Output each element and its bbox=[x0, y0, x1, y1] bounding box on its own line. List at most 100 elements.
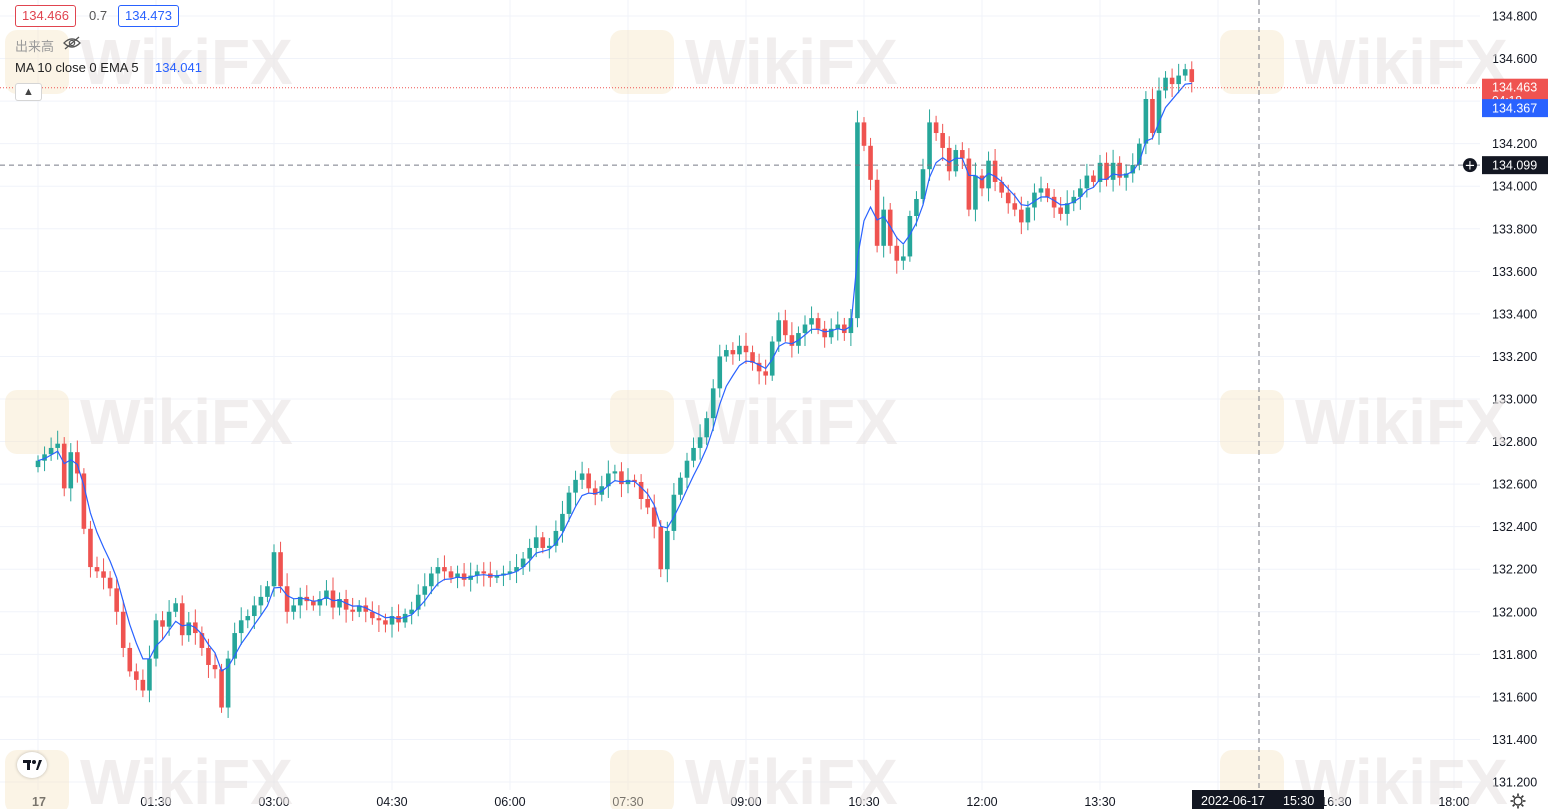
candle-body bbox=[1045, 188, 1050, 197]
y-tick-label: 131.400 bbox=[1492, 733, 1537, 747]
candle-body bbox=[435, 567, 441, 574]
candle-body bbox=[1032, 192, 1037, 208]
candle-body bbox=[887, 209, 893, 246]
ask-price-box[interactable]: 134.473 bbox=[118, 5, 179, 27]
candle-body bbox=[1012, 203, 1018, 210]
candle-body bbox=[127, 647, 133, 672]
candle-body bbox=[75, 452, 80, 474]
candle-body bbox=[763, 371, 768, 376]
bid-price-box[interactable]: 134.466 bbox=[15, 5, 76, 27]
candle-body bbox=[914, 198, 919, 217]
candle-body bbox=[828, 328, 834, 338]
candle-body bbox=[278, 552, 283, 587]
candle-body bbox=[547, 545, 552, 548]
candle-body bbox=[1051, 196, 1057, 208]
spread-value: 0.7 bbox=[89, 8, 108, 23]
candle-body bbox=[147, 658, 152, 691]
candle-body bbox=[461, 573, 467, 580]
candle-body bbox=[422, 586, 428, 595]
candle-body bbox=[592, 488, 598, 495]
ma-price-label-bg bbox=[1482, 99, 1548, 118]
watermark-logo bbox=[1220, 390, 1284, 454]
candle-body bbox=[540, 537, 546, 548]
candle-body bbox=[665, 530, 670, 570]
candle-body bbox=[107, 577, 113, 589]
candle-body bbox=[1025, 207, 1031, 223]
candle-body bbox=[684, 460, 690, 478]
candle-body bbox=[442, 567, 447, 572]
candle-body bbox=[933, 122, 939, 134]
candle-body bbox=[356, 605, 362, 612]
candle-body bbox=[553, 530, 559, 546]
candle-body bbox=[120, 611, 126, 648]
candle-body bbox=[586, 473, 591, 489]
candle-body bbox=[291, 605, 296, 612]
candle-body bbox=[953, 150, 959, 172]
candle-body bbox=[573, 479, 578, 493]
candle-body bbox=[1091, 175, 1096, 182]
candle-body bbox=[343, 599, 349, 610]
y-tick-label: 133.000 bbox=[1492, 393, 1537, 407]
candle-body bbox=[1182, 69, 1188, 76]
candle-body bbox=[1064, 203, 1070, 214]
candle-body bbox=[940, 133, 945, 148]
y-tick-label: 132.400 bbox=[1492, 520, 1537, 534]
collapse-legend-button[interactable]: ▲ bbox=[15, 83, 42, 101]
candle-body bbox=[153, 620, 159, 659]
candle-body bbox=[717, 356, 723, 389]
candle-body bbox=[881, 209, 886, 246]
candle-body bbox=[986, 160, 991, 189]
y-tick-label: 134.000 bbox=[1492, 180, 1537, 194]
candle-body bbox=[252, 605, 257, 617]
candle-body bbox=[625, 479, 631, 485]
candle-body bbox=[1019, 209, 1024, 223]
candle-body bbox=[973, 175, 978, 210]
candle-body bbox=[737, 345, 742, 355]
candle-body bbox=[822, 328, 827, 338]
candle-body bbox=[271, 552, 277, 587]
candle-body bbox=[206, 647, 211, 665]
candle-body bbox=[94, 567, 100, 572]
watermark-logo bbox=[610, 750, 674, 809]
candle-body bbox=[704, 418, 709, 438]
y-tick-label: 133.800 bbox=[1492, 222, 1537, 236]
tradingview-logo[interactable] bbox=[17, 752, 47, 778]
candle-body bbox=[1130, 164, 1136, 174]
indicator-label: MA 10 close 0 EMA 5 bbox=[15, 60, 139, 75]
candle-body bbox=[1137, 143, 1142, 165]
candle-body bbox=[1071, 196, 1077, 204]
crosshair-price-label: 134.099 bbox=[1492, 159, 1537, 173]
ema-line bbox=[37, 82, 1192, 672]
candle-body bbox=[842, 324, 847, 334]
candle-body bbox=[199, 633, 205, 648]
candle-body bbox=[579, 473, 585, 480]
candle-body bbox=[179, 603, 185, 636]
x-tick-label: 09:00 bbox=[730, 795, 761, 809]
candle-body bbox=[429, 573, 434, 587]
candle-body bbox=[750, 352, 755, 363]
y-tick-label: 131.600 bbox=[1492, 690, 1537, 704]
candle-body bbox=[48, 447, 54, 455]
candle-body bbox=[258, 596, 264, 606]
candle-body bbox=[901, 256, 906, 261]
candle-body bbox=[88, 528, 93, 568]
eye-hidden-icon[interactable] bbox=[63, 36, 81, 50]
candle-body bbox=[134, 671, 139, 680]
candle-body bbox=[1078, 188, 1083, 197]
candle-body bbox=[966, 158, 972, 210]
gear-icon[interactable] bbox=[1510, 793, 1526, 809]
candle-body bbox=[474, 571, 480, 576]
y-tick-label: 134.800 bbox=[1492, 10, 1537, 24]
chevron-up-icon: ▲ bbox=[23, 86, 34, 98]
candle-body bbox=[756, 362, 762, 372]
candle-body bbox=[219, 669, 224, 708]
watermark-text: WikiFX bbox=[80, 386, 293, 458]
candle-body bbox=[691, 447, 696, 461]
watermark-logo bbox=[610, 30, 674, 94]
watermark-text: WikiFX bbox=[80, 26, 293, 98]
candle-body bbox=[409, 609, 414, 614]
crosshair-date-label: 2022-06-17 bbox=[1201, 794, 1265, 808]
crosshair-time-label: 15:30 bbox=[1283, 794, 1314, 808]
